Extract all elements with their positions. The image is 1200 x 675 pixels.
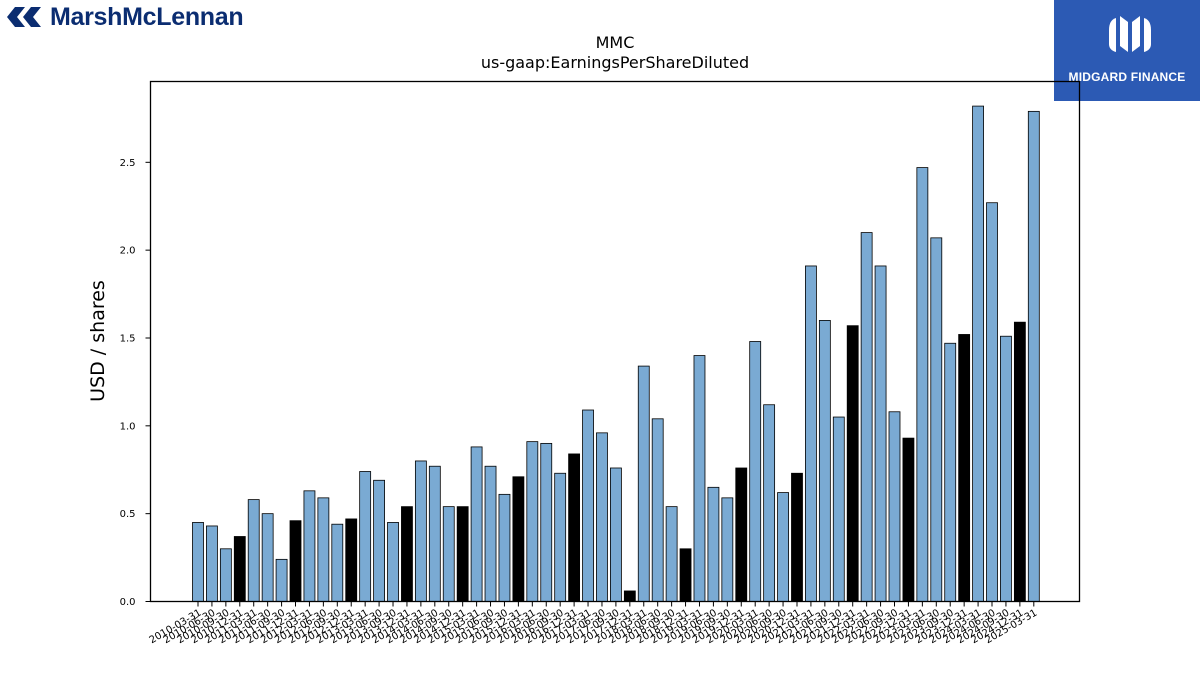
marshmclennan-wordmark: MarshMcLennan <box>50 2 244 31</box>
bar-2012-03-31 <box>303 490 316 602</box>
bar-2023-06-30 <box>930 237 943 602</box>
bar-2021-12-31 <box>846 325 859 602</box>
bar-2014-12-31 <box>456 506 469 602</box>
bar-2016-12-31 <box>568 453 581 602</box>
y-axis-label: USD / shares <box>87 280 109 402</box>
bar-2021-03-31 <box>805 265 817 602</box>
bar-2018-12-31 <box>679 548 692 602</box>
bar-2016-09-30 <box>554 472 567 602</box>
bar-2017-03-31 <box>582 409 594 602</box>
bar-2011-06-30 <box>261 513 274 602</box>
bar-2024-03-31 <box>972 105 984 602</box>
bar-2012-09-30 <box>331 523 344 602</box>
bar-2023-03-31 <box>916 167 929 602</box>
bar-2018-03-31 <box>637 365 650 602</box>
bar-2014-09-30 <box>442 506 455 602</box>
bar-2013-12-31 <box>401 506 413 602</box>
bar-2021-06-30 <box>818 320 831 602</box>
y-axis: 0.0 0.5 1.0 1.5 2.0 2.5 <box>120 158 151 608</box>
bar-series <box>192 105 1040 602</box>
bar-2022-12-31 <box>902 437 915 602</box>
bar-2019-12-31 <box>735 467 748 602</box>
bar-2020-06-30 <box>763 404 776 602</box>
y-tick-label: 1.5 <box>120 333 136 344</box>
bar-2015-12-31 <box>512 476 525 602</box>
bar-2020-12-31 <box>791 472 803 602</box>
y-tick-label: 0.5 <box>120 509 136 520</box>
bar-2024-06-30 <box>986 202 998 602</box>
bar-2019-03-31 <box>693 355 706 602</box>
bar-2012-06-30 <box>317 497 330 602</box>
bar-2018-09-30 <box>665 506 678 602</box>
bar-2013-06-30 <box>373 479 385 602</box>
y-tick-label: 0.0 <box>120 597 136 608</box>
bar-2013-03-31 <box>359 471 372 602</box>
chart-subtitle: us-gaap:EarningsPerShareDiluted <box>481 53 749 72</box>
marshmclennan-logo: MarshMcLennan <box>4 2 244 32</box>
midgard-finance-wordmark: MIDGARD FINANCE <box>1068 70 1186 84</box>
bar-2011-09-30 <box>275 558 288 602</box>
bar-2025-03-31 <box>1027 110 1040 602</box>
y-tick-label: 1.0 <box>120 421 136 432</box>
bar-2020-03-31 <box>749 341 762 602</box>
bar-2015-09-30 <box>498 493 511 602</box>
bar-2023-12-31 <box>958 334 971 602</box>
bar-2016-03-31 <box>526 441 539 602</box>
bar-2011-03-31 <box>247 499 260 602</box>
bar-2024-12-31 <box>1013 321 1026 602</box>
y-tick-label: 2.5 <box>120 158 136 169</box>
plot-frame <box>149 80 1081 603</box>
bar-2013-09-30 <box>387 522 399 602</box>
bar-2022-03-31 <box>860 232 873 602</box>
bar-2010-09-30 <box>219 548 232 602</box>
x-axis: 2010-03-312010-06-302010-09-302010-12-31… <box>148 601 1039 646</box>
bar-2024-09-30 <box>1000 335 1012 602</box>
bar-2019-06-30 <box>707 486 720 602</box>
bar-2023-09-30 <box>944 342 957 602</box>
bar-2010-12-31 <box>233 536 246 602</box>
bar-2017-06-30 <box>596 432 608 602</box>
bar-2020-09-30 <box>777 492 789 602</box>
bar-2012-12-31 <box>345 518 358 602</box>
bar-2022-06-30 <box>874 265 887 602</box>
bar-2021-09-30 <box>832 416 845 602</box>
marshmclennan-mark-icon <box>7 7 41 27</box>
bar-2017-12-31 <box>623 590 636 602</box>
bar-2011-12-31 <box>289 520 302 602</box>
midgard-finance-logo: MIDGARD FINANCE <box>1054 0 1200 101</box>
bar-2015-06-30 <box>484 465 497 602</box>
bar-2010-06-30 <box>206 525 218 602</box>
bar-2015-03-31 <box>470 446 483 602</box>
bar-2018-06-30 <box>651 418 664 602</box>
bar-2014-06-30 <box>428 465 441 602</box>
bar-2019-09-30 <box>721 497 734 602</box>
y-tick-label: 2.0 <box>120 246 136 257</box>
bar-2014-03-31 <box>414 460 427 602</box>
bar-2010-03-31 <box>192 522 204 602</box>
midgard-mark-icon <box>1109 16 1151 52</box>
bar-2016-06-30 <box>540 442 553 602</box>
bar-2022-09-30 <box>888 411 901 602</box>
bar-2017-09-30 <box>610 467 622 602</box>
chart-title: MMC <box>596 33 635 52</box>
